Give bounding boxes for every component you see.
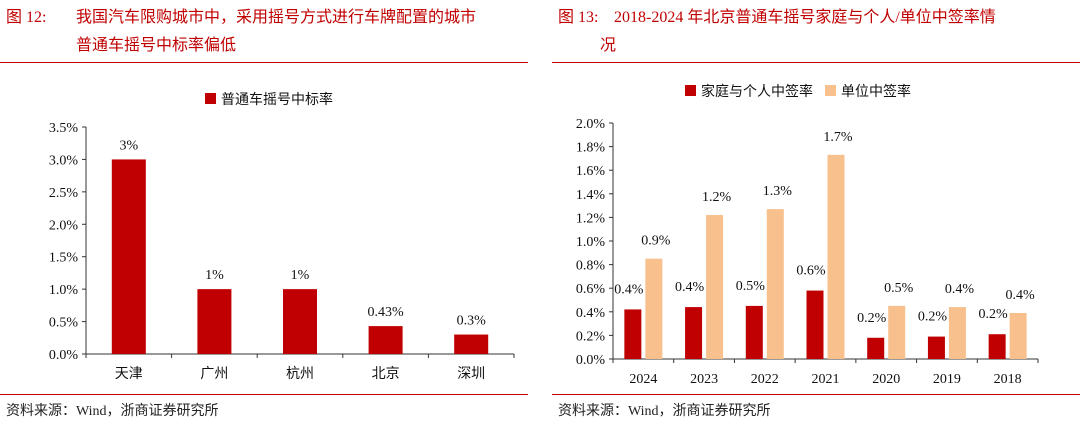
data-label: 0.6% [796,264,826,279]
bar [806,290,824,359]
figure-number: 图 12: [6,9,47,26]
grouped-bar-chart-svg: 0.0% 0.2% 0.4% 0.6% 0.8% 1.0% 1.2% 1.4% 1.6% 1.8%… [576,83,1039,387]
source-note: 资料来源：Wind，浙商证券研究所 [558,404,771,419]
legend-label: 普通车摇号中标率 [221,91,333,108]
data-label: 1.3% [763,184,793,199]
y-tick-label: 1.0% [49,283,79,298]
bar [645,258,663,359]
figure-title-line2: 况 [600,37,617,54]
data-label: 0.9% [641,234,671,249]
y-tick-label: 1.6% [576,164,606,179]
x-tick-label: 广州 [200,366,228,382]
y-tick-label: 1.2% [576,211,606,226]
data-label: 0.4% [945,282,975,297]
data-label: 0.4% [1006,288,1036,303]
bar [706,215,724,359]
bar [827,154,845,359]
bar [1009,312,1027,359]
source-rule [0,394,528,395]
x-tick-label: 2020 [872,372,900,387]
figure-title-line2: 普通车摇号中标率偏低 [76,37,237,54]
bar [454,334,489,354]
bar [867,337,885,359]
data-label: 0.2% [918,310,948,325]
figure-title-line1: 我国汽车限购城市中，采用摇号方式进行车牌配置的城市 [76,9,477,26]
x-tick-label: 2022 [751,372,779,387]
bar-chart-svg: 0.0% 0.5% 1.0% 1.5% 2.0% 2.5% 3.0% 3.5% 天津 3% 广州 1%… [49,91,515,382]
data-label: 0.2% [857,311,887,326]
figure-number: 图 13: [558,9,599,26]
legend-label: 家庭与个人中签率 [701,83,813,100]
x-tick-label: 2019 [933,372,961,387]
bar [988,334,1006,359]
legend-label: 单位中签率 [841,83,911,100]
y-tick-label: 2.5% [49,186,79,201]
title-rule [0,62,528,63]
legend-swatch [205,93,216,104]
y-tick-label: 2.0% [49,218,79,233]
y-tick-label: 3.5% [49,121,79,136]
data-label: 1.7% [823,130,853,145]
source-rule [552,394,1080,395]
data-label: 1% [291,268,310,283]
data-label: 1% [205,268,224,283]
y-tick-label: 0.0% [576,353,606,368]
x-tick-label: 2024 [629,372,657,387]
bar [745,305,763,359]
bar [197,289,232,354]
y-tick-label: 1.5% [49,251,79,266]
y-tick-label: 0.8% [576,259,606,274]
bar [368,326,403,354]
y-tick-label: 0.4% [576,306,606,321]
y-tick-label: 0.2% [576,329,606,344]
y-tick-label: 0.6% [576,282,606,297]
y-tick-label: 3.0% [49,153,79,168]
y-tick-label: 1.4% [576,188,606,203]
x-tick-label: 深圳 [457,366,485,382]
bar [624,309,642,359]
bar [948,307,966,359]
legend-swatch [825,85,836,96]
legend-swatch [685,85,696,96]
y-tick-label: 1.8% [576,141,606,156]
data-label: 1.2% [702,190,732,205]
data-label: 0.4% [614,282,644,297]
x-tick-label: 2023 [690,372,718,387]
data-label: 0.5% [736,279,766,294]
bar [766,209,784,359]
chart-panel-left: 图 12: 我国汽车限购城市中，采用摇号方式进行车牌配置的城市 普通车摇号中标率偏… [0,0,528,440]
data-label: 0.2% [979,307,1009,322]
figure-title: 图 13: 2018-2024 年北京普通车摇号家庭与个人/单位中签率情 况 [558,4,1074,60]
source-note: 资料来源：Wind，浙商证券研究所 [6,404,219,419]
data-label: 3% [119,138,138,153]
y-tick-label: 0.5% [49,316,79,331]
x-tick-label: 天津 [115,366,143,382]
y-tick-label: 0.0% [49,348,79,363]
bar [283,289,317,354]
y-tick-label: 2.0% [576,117,606,132]
title-rule [552,62,1080,63]
data-label: 0.43% [368,305,405,320]
data-label: 0.3% [457,314,487,329]
x-tick-label: 2018 [994,372,1022,387]
bar [888,305,906,359]
bar [111,159,146,354]
bar [927,336,945,359]
x-tick-label: 2021 [812,372,840,387]
figure-title-line1: 2018-2024 年北京普通车摇号家庭与个人/单位中签率情 [614,9,996,26]
x-tick-label: 北京 [372,366,400,382]
bar [685,307,703,359]
x-tick-label: 杭州 [286,366,314,382]
y-tick-label: 1.0% [576,235,606,250]
data-label: 0.5% [884,281,914,296]
chart-panel-right: 图 13: 2018-2024 年北京普通车摇号家庭与个人/单位中签率情 况 0.… [552,0,1080,440]
figure-title: 图 12: 我国汽车限购城市中，采用摇号方式进行车牌配置的城市 普通车摇号中标率偏… [6,4,522,60]
data-label: 0.4% [675,280,705,295]
